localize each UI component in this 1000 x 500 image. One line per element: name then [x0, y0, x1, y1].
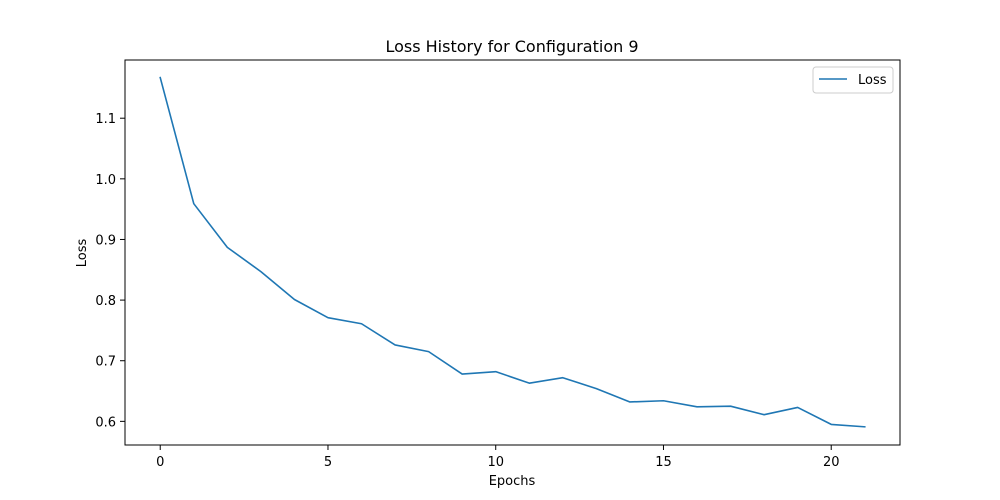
y-tick-label: 1.1: [95, 112, 116, 127]
plot-frame: [124, 59, 901, 446]
x-axis-label: Epochs: [489, 474, 536, 489]
legend: Loss: [812, 66, 894, 94]
y-tick-label: 0.7: [95, 355, 116, 370]
series-layer: [159, 76, 866, 428]
y-axis-label: Loss: [75, 239, 90, 268]
y-tick-label: 0.6: [95, 415, 116, 430]
x-tick-label: 5: [324, 455, 332, 470]
legend-box: [812, 66, 894, 94]
legend-label-loss: Loss: [858, 73, 887, 88]
x-tick-label: 0: [156, 455, 164, 470]
y-tick-label: 1.0: [95, 173, 116, 188]
x-tick-label: 20: [823, 455, 840, 470]
y-tick-label: 0.9: [95, 233, 116, 248]
plot-area: 0 5 10 15 20 0.6 0.7 0.8 0.9 1.0 1.1: [95, 59, 901, 470]
x-tick-label: 15: [655, 455, 672, 470]
x-axis-ticks: 0 5 10 15 20: [156, 445, 839, 470]
series-line-loss: [159, 76, 866, 428]
chart-title: Loss History for Configuration 9: [385, 37, 638, 56]
y-tick-label: 0.8: [95, 294, 116, 309]
x-tick-label: 10: [487, 455, 504, 470]
y-axis-ticks: 0.6 0.7 0.8 0.9 1.0 1.1: [95, 112, 125, 430]
